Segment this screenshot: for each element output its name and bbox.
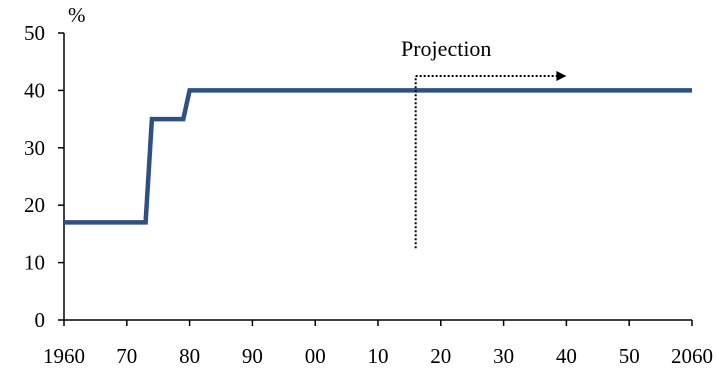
x-tick-label: 20 bbox=[430, 344, 451, 368]
x-tick-label: 30 bbox=[493, 344, 514, 368]
series-layer bbox=[64, 88, 692, 225]
x-axis-ticks: 1960 70 80 90 00 10 20 30 40 50 2060 bbox=[43, 320, 713, 368]
y-tick-label: 20 bbox=[24, 193, 45, 217]
x-tick-label: 2060 bbox=[671, 344, 713, 368]
projection-annotation: Projection bbox=[401, 36, 567, 249]
y-tick-label: 40 bbox=[24, 78, 45, 102]
y-axis-unit-label: % bbox=[68, 3, 86, 27]
projection-arrow-head bbox=[556, 71, 567, 82]
series-line bbox=[64, 88, 692, 225]
x-tick-label: 40 bbox=[556, 344, 577, 368]
x-tick-label: 70 bbox=[116, 344, 137, 368]
y-axis-ticks: 0 10 20 30 40 50 bbox=[24, 21, 64, 332]
projection-label: Projection bbox=[401, 36, 491, 61]
y-tick-label: 50 bbox=[24, 21, 45, 45]
y-tick-label: 0 bbox=[35, 308, 46, 332]
x-tick-label: 90 bbox=[242, 344, 263, 368]
y-tick-label: 10 bbox=[24, 251, 45, 275]
axes bbox=[63, 33, 692, 321]
x-tick-label: 1960 bbox=[43, 344, 85, 368]
x-tick-label: 50 bbox=[619, 344, 640, 368]
x-tick-label: 00 bbox=[305, 344, 326, 368]
x-tick-label: 80 bbox=[179, 344, 200, 368]
x-tick-label: 10 bbox=[368, 344, 389, 368]
y-tick-label: 30 bbox=[24, 136, 45, 160]
